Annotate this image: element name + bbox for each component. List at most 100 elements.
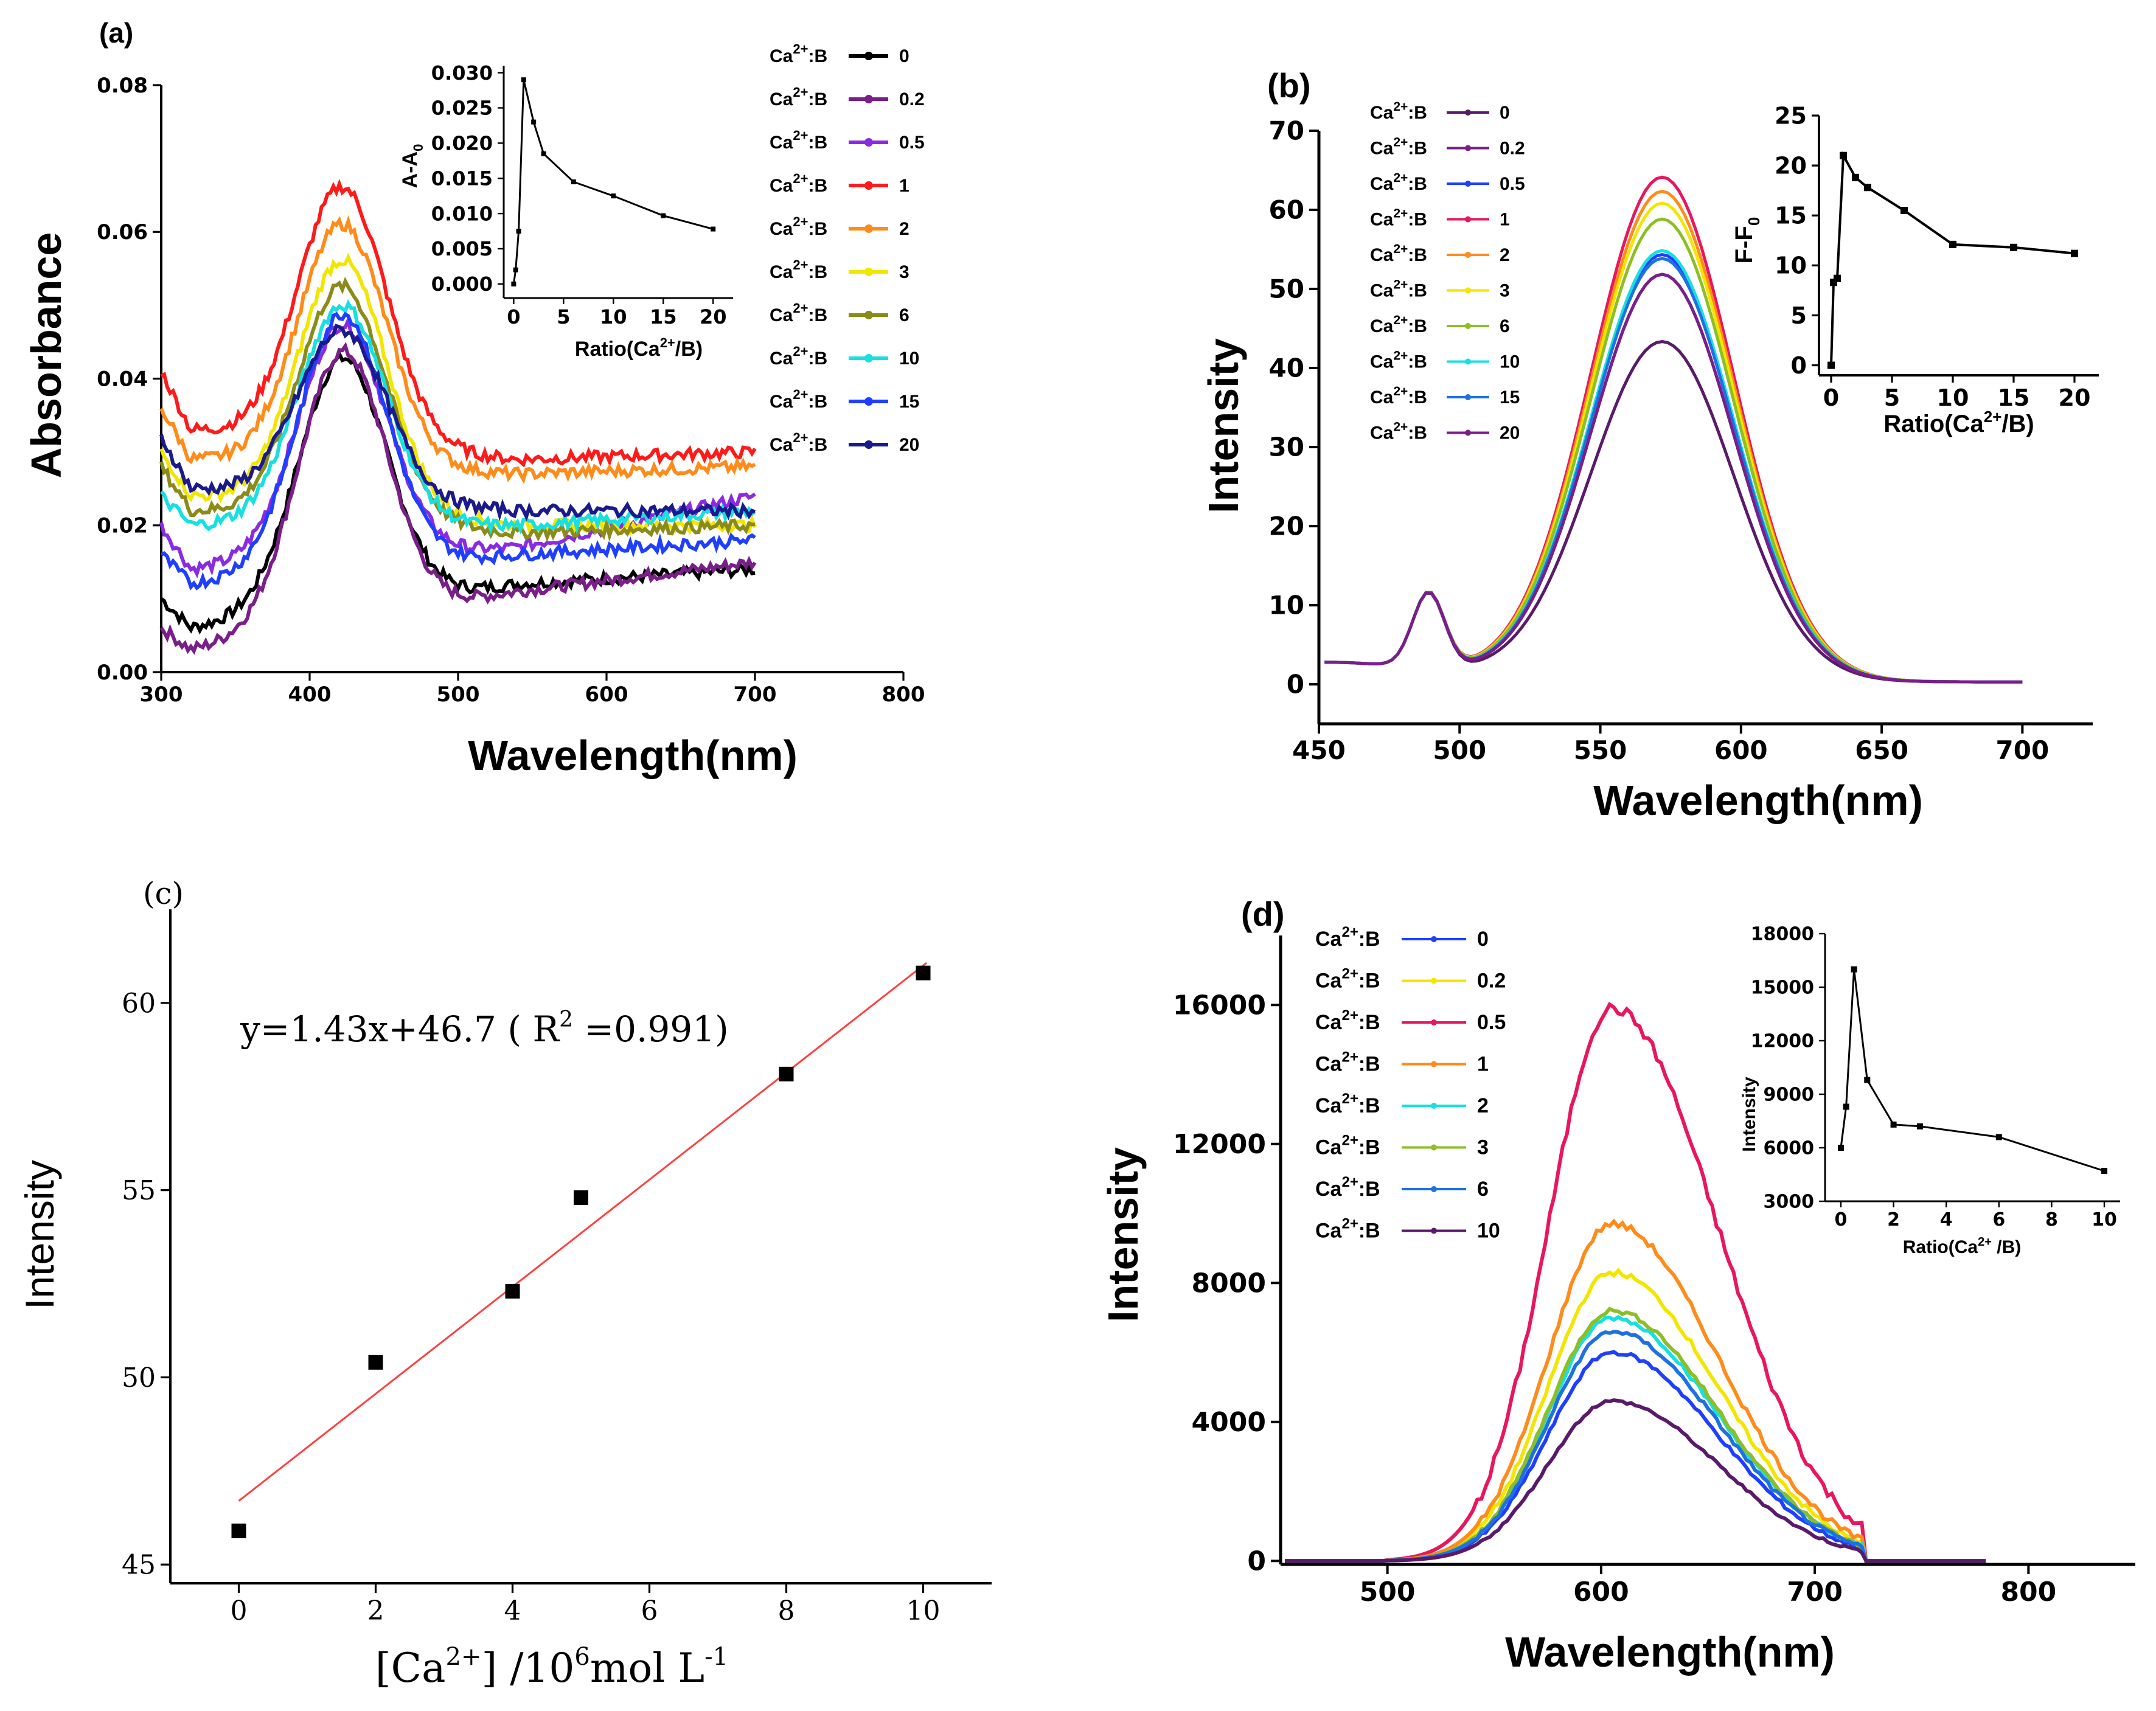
panel-c-xtick-label: 2: [367, 1595, 384, 1626]
panel-b-legend-value: 20: [1500, 423, 1520, 443]
panel-a-inset-ytick-label: 0.000: [431, 272, 493, 296]
panel-d-inset-point: [2101, 1168, 2108, 1175]
panel-d-inset-ytick-label: 18000: [1751, 924, 1814, 945]
panel-c-ytick-label: 45: [122, 1550, 156, 1581]
panel-a-legend-prefix: Ca2+:B: [770, 128, 827, 153]
panel-a-legend-prefix: Ca2+:B: [770, 214, 827, 239]
panel-d-ytick-label: 16000: [1173, 990, 1266, 1021]
panel-a-legend-marker: [864, 181, 873, 190]
panel-b-inset-ytick-label: 25: [1775, 102, 1807, 129]
panel-a-ytick-label: 0.06: [97, 220, 148, 245]
panel-a-series-0: [160, 349, 756, 635]
panel-b-legend-prefix: Ca2+:B: [1370, 242, 1427, 265]
panel-d-inset-ylabel: Intensity: [1739, 1077, 1759, 1152]
panel-b-inset: 0 5 10 15 20 0 5 10 15 20 25: [1775, 102, 2099, 411]
panel-a-legend-prefix: Ca2+:B: [770, 257, 827, 282]
panel-a-series-20: [159, 324, 756, 522]
panel-d-xtick-label: 600: [1573, 1577, 1629, 1608]
panel-a-legend: Ca2+:B 0 Ca2+:B 0.2 Ca2+:B 0.5 Ca2+:B 1 Ca2+:B 2 C…: [770, 41, 925, 455]
panel-b-series-3: [1324, 201, 2023, 684]
panel-c-equation: y=1.43x+46.7 ( R2 =0.991): [240, 1007, 729, 1050]
panel-b-inset-point: [1834, 274, 1841, 282]
panel-b-inset-ylabel: F-F0: [1731, 217, 1763, 264]
panel-a-legend-marker: [864, 354, 873, 363]
panel-a-inset-point: [611, 193, 616, 199]
panel-d-inset-xtick-label: 10: [2092, 1209, 2117, 1230]
panel-c-ylabel: Intensity: [17, 1160, 62, 1310]
panel-a-legend-marker: [864, 311, 873, 319]
panel-a-ytick-label: 0.04: [97, 367, 148, 391]
panel-d-legend-marker: [1431, 1103, 1437, 1109]
panel-d-inset-ytick-label: 6000: [1764, 1138, 1815, 1159]
panel-d-series-2: [1285, 1314, 1986, 1563]
panel-d-inset-ytick-label: 3000: [1764, 1192, 1815, 1213]
panel-a-inset-point: [521, 77, 526, 83]
panel-b-inset-point: [2071, 249, 2078, 257]
panel-a-label: (a): [99, 17, 133, 49]
panel-b-legend-prefix: Ca2+:B: [1370, 207, 1427, 230]
panel-a-legend-prefix: Ca2+:B: [770, 344, 827, 369]
panel-b-inset-point: [1864, 184, 1871, 192]
panel-b-xlabel: Wavelength(nm): [1593, 777, 1923, 824]
panel-b-legend-prefix: Ca2+:B: [1370, 136, 1427, 159]
panel-b-series-0: [1324, 340, 2023, 684]
panel-b-inset-xlabel: Ratio(Ca2+/B): [1883, 408, 2034, 437]
panel-a-inset-point: [571, 179, 576, 184]
panel-d-inset-xtick-label: 4: [1940, 1209, 1953, 1230]
panel-a-ytick-label: 0.08: [97, 74, 148, 98]
panel-b-legend-value: 10: [1500, 352, 1520, 372]
panel-d-legend-prefix: Ca2+:B: [1315, 924, 1380, 951]
panel-a-legend-marker: [864, 95, 873, 103]
panel-b-inset-point: [2010, 243, 2017, 251]
panel-d-legend-value: 0.5: [1477, 1011, 1506, 1034]
panel-b-ytick-label: 40: [1269, 353, 1304, 383]
panel-c-xtick-label: 6: [641, 1595, 658, 1626]
panel-b-legend-prefix: Ca2+:B: [1370, 384, 1427, 408]
panel-b-inset-point: [1852, 173, 1859, 181]
panel-d-inset-xlabel: Ratio(Ca2+ /B): [1903, 1235, 2021, 1257]
panel-a-legend-marker: [864, 397, 873, 406]
panel-b-inset-ytick-label: 5: [1791, 302, 1807, 329]
panel-a-inset-xlabel: Ratio(Ca2+/B): [575, 335, 703, 361]
panel-a-xtick-label: 400: [288, 682, 332, 707]
panel-d-series-3: [1285, 1307, 1986, 1563]
panel-b-legend-value: 0: [1500, 103, 1510, 123]
panel-d-series-10: [1285, 1398, 1986, 1563]
panel-d-legend-value: 1: [1477, 1053, 1489, 1076]
panel-b-inset-xtick-label: 15: [1998, 384, 2030, 411]
panel-a-xlabel: Wavelength(nm): [468, 732, 798, 779]
panel-a-inset-ytick-label: 0.015: [431, 167, 493, 190]
panel-a-legend-marker: [864, 268, 873, 276]
panel-d-legend-value: 3: [1477, 1136, 1489, 1159]
panel-d-legend-prefix: Ca2+:B: [1315, 1007, 1380, 1034]
panel-b-ylabel: Intensity: [1200, 338, 1247, 513]
panel-a-xtick-label: 600: [585, 682, 628, 707]
panel-b-legend-value: 15: [1500, 387, 1520, 408]
panel-b-legend-marker: [1465, 145, 1471, 151]
panel-b-xtick-label: 500: [1433, 735, 1486, 765]
panel-a-legend-value: 1: [899, 176, 909, 196]
panel-b-legend-value: 1: [1500, 210, 1510, 230]
panel-b-xtick-label: 450: [1292, 735, 1346, 765]
panel-c: (c) 0 2 4 6 8 10 45 50 55 60 y=1.43x+46.7 ( R2 =0…: [17, 876, 992, 1692]
panel-b-legend-value: 2: [1500, 245, 1510, 265]
panel-a-legend-prefix: Ca2+:B: [770, 171, 827, 196]
panel-d-legend: Ca2+:B 0 Ca2+:B 0.2 Ca2+:B 0.5 Ca2+:B 1 Ca2+:B 2 C…: [1315, 924, 1506, 1243]
panel-a-inset-xtick-label: 10: [600, 305, 627, 328]
panel-d-xlabel: Wavelength(nm): [1505, 1628, 1835, 1676]
panel-c-xtick-label: 0: [231, 1595, 248, 1626]
panel-b-inset-point: [1827, 361, 1835, 369]
panel-a-legend-prefix: Ca2+:B: [770, 387, 827, 412]
panel-b-legend-marker: [1465, 252, 1471, 258]
panel-b-inset-ytick-label: 15: [1775, 203, 1807, 229]
panel-b-xtick-label: 600: [1714, 735, 1768, 765]
panel-d-inset-xtick-label: 2: [1887, 1209, 1900, 1230]
panel-b-xtick-label: 700: [1996, 735, 2050, 765]
panel-c-point: [574, 1190, 588, 1205]
panel-b-legend-prefix: Ca2+:B: [1370, 100, 1427, 123]
panel-a-inset-ytick-label: 0.005: [431, 237, 493, 260]
panel-d-legend-prefix: Ca2+:B: [1315, 1049, 1380, 1076]
panel-d-legend-marker: [1431, 1144, 1437, 1151]
